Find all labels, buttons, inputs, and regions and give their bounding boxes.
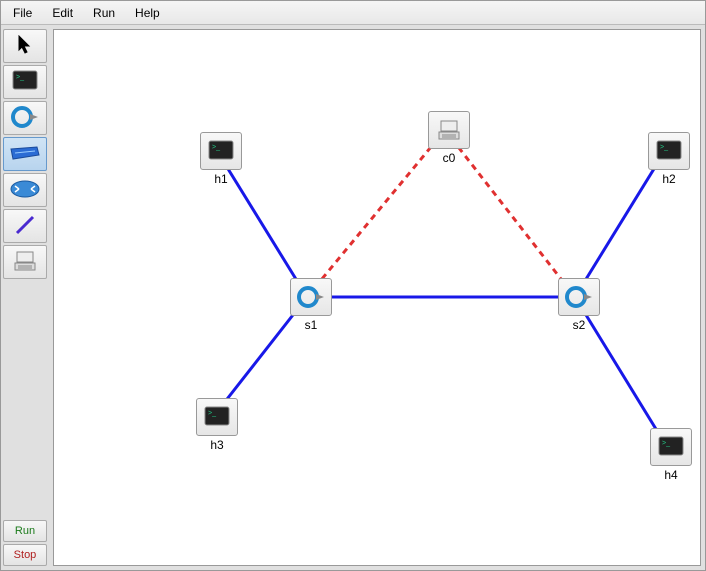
svg-text:>_: >_ bbox=[16, 74, 24, 81]
svg-text:>_: >_ bbox=[212, 144, 220, 151]
tool-switch-hub[interactable] bbox=[3, 137, 47, 171]
tool-switch-ovs[interactable] bbox=[3, 101, 47, 135]
menu-file[interactable]: File bbox=[9, 4, 36, 22]
bottom-button-group: Run Stop bbox=[3, 518, 51, 566]
host-icon: >_ bbox=[196, 398, 238, 436]
stop-button[interactable]: Stop bbox=[3, 544, 47, 566]
stop-button-label: Stop bbox=[14, 549, 37, 561]
controller-icon bbox=[428, 111, 470, 149]
router-icon bbox=[9, 179, 41, 202]
node-s2[interactable]: s2 bbox=[554, 278, 604, 332]
tool-router[interactable] bbox=[3, 173, 47, 207]
node-label: s1 bbox=[286, 318, 336, 332]
node-c0[interactable]: c0 bbox=[424, 111, 474, 165]
svg-text:>_: >_ bbox=[662, 440, 670, 447]
tool-link[interactable] bbox=[3, 209, 47, 243]
switch-hub-icon bbox=[9, 145, 41, 164]
menu-edit[interactable]: Edit bbox=[48, 4, 77, 22]
menu-run[interactable]: Run bbox=[89, 4, 119, 22]
run-button[interactable]: Run bbox=[3, 520, 47, 542]
tool-pointer[interactable] bbox=[3, 29, 47, 63]
node-label: h1 bbox=[196, 172, 246, 186]
host-icon: >_ bbox=[200, 132, 242, 170]
tool-terminal[interactable]: >_ bbox=[3, 65, 47, 99]
terminal-icon: >_ bbox=[12, 70, 38, 95]
node-h2[interactable]: >_ h2 bbox=[644, 132, 694, 186]
node-h4[interactable]: >_ h4 bbox=[646, 428, 696, 482]
tool-controller[interactable] bbox=[3, 245, 47, 279]
menubar: File Edit Run Help bbox=[1, 1, 705, 25]
link-icon bbox=[13, 213, 37, 240]
node-label: h4 bbox=[646, 468, 696, 482]
run-button-label: Run bbox=[15, 525, 35, 537]
node-label: c0 bbox=[424, 151, 474, 165]
topology-canvas[interactable]: >_ h1 c0 >_ h2 s1 s2 >_ h3 >_ h4 bbox=[53, 29, 701, 566]
svg-text:>_: >_ bbox=[660, 144, 668, 151]
node-label: s2 bbox=[554, 318, 604, 332]
host-icon: >_ bbox=[648, 132, 690, 170]
pointer-icon bbox=[17, 35, 33, 58]
switch-ovs-icon bbox=[10, 104, 40, 133]
node-h1[interactable]: >_ h1 bbox=[196, 132, 246, 186]
node-label: h3 bbox=[192, 438, 242, 452]
node-h3[interactable]: >_ h3 bbox=[192, 398, 242, 452]
controller-icon bbox=[13, 249, 37, 276]
toolbar: >_ bbox=[3, 29, 51, 281]
switch-icon bbox=[558, 278, 600, 316]
switch-icon bbox=[290, 278, 332, 316]
node-label: h2 bbox=[644, 172, 694, 186]
host-icon: >_ bbox=[650, 428, 692, 466]
menu-help[interactable]: Help bbox=[131, 4, 164, 22]
svg-text:>_: >_ bbox=[208, 410, 216, 417]
node-s1[interactable]: s1 bbox=[286, 278, 336, 332]
